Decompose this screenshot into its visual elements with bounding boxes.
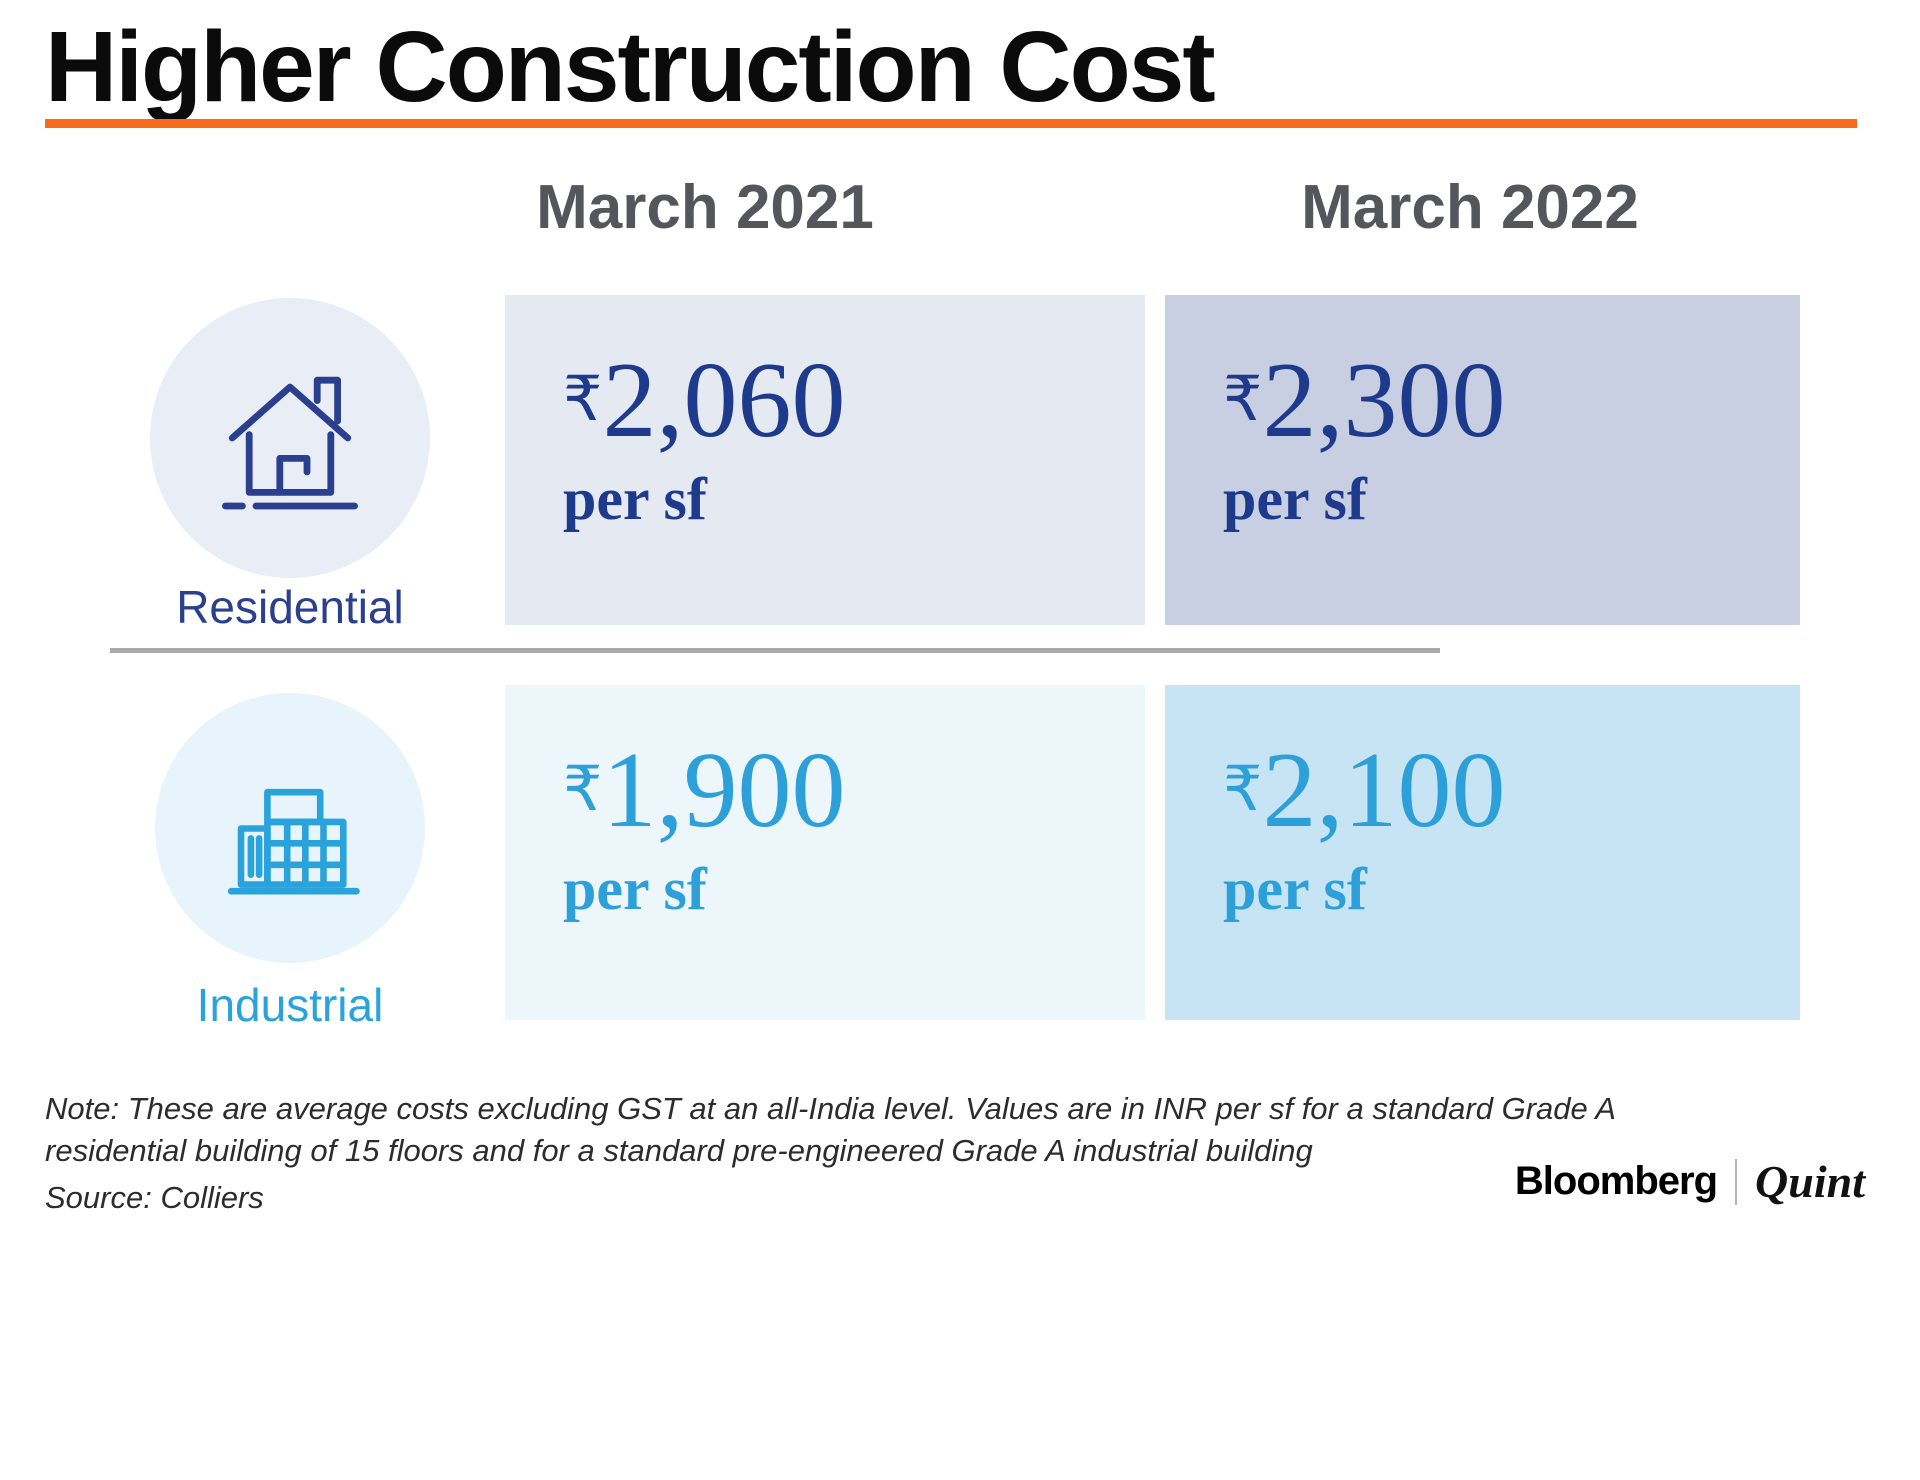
column-header-march-2022: March 2022 [1301, 173, 1639, 242]
source-credit: Source: Colliers [45, 1180, 264, 1215]
row-divider [110, 648, 1440, 653]
value-amount: 2,060 [602, 341, 846, 460]
value-amount: 2,100 [1262, 731, 1506, 850]
quint-logo: Quint [1755, 1156, 1865, 1207]
value-unit: per sf [563, 856, 707, 922]
house-icon [222, 376, 358, 510]
industrial-icon-circle [155, 693, 425, 963]
value-amount: 2,300 [1262, 341, 1506, 460]
value-unit: per sf [563, 466, 707, 532]
brand-divider [1735, 1158, 1738, 1205]
accent-rule [45, 119, 1857, 128]
row-label-industrial: Industrial [196, 979, 384, 1031]
branding: Bloomberg Quint [1515, 1155, 1865, 1208]
factory-icon [227, 788, 360, 894]
residential-icon-circle [150, 298, 430, 578]
value-industrial-2022: ₹2,100 [1223, 737, 1800, 845]
value-amount: 1,900 [602, 731, 846, 850]
cell-residential-march-2021: ₹2,060 per sf [505, 295, 1145, 625]
cell-residential-march-2022: ₹2,300 per sf [1165, 295, 1800, 625]
value-residential-2021: ₹2,060 [563, 347, 1145, 455]
value-unit: per sf [1223, 856, 1367, 922]
chart-title: Higher Construction Cost [45, 11, 1216, 123]
cell-industrial-march-2021: ₹1,900 per sf [505, 685, 1145, 1020]
value-unit: per sf [1223, 466, 1367, 532]
rupee-symbol: ₹ [1223, 362, 1263, 435]
footnote-line-2: residential building of 15 floors and fo… [45, 1132, 1313, 1168]
rupee-symbol: ₹ [563, 362, 603, 435]
value-residential-2022: ₹2,300 [1223, 347, 1800, 455]
value-industrial-2021: ₹1,900 [563, 737, 1145, 845]
column-header-march-2021: March 2021 [536, 173, 874, 242]
rupee-symbol: ₹ [1223, 752, 1263, 825]
row-label-residential: Residential [176, 581, 404, 633]
footnote-line-1: Note: These are average costs excluding … [45, 1091, 1616, 1126]
rupee-symbol: ₹ [563, 752, 603, 825]
bloomberg-logo: Bloomberg [1514, 1159, 1718, 1203]
footnote: Note: These are average costs excluding … [45, 1088, 1616, 1172]
cell-industrial-march-2022: ₹2,100 per sf [1165, 685, 1800, 1020]
